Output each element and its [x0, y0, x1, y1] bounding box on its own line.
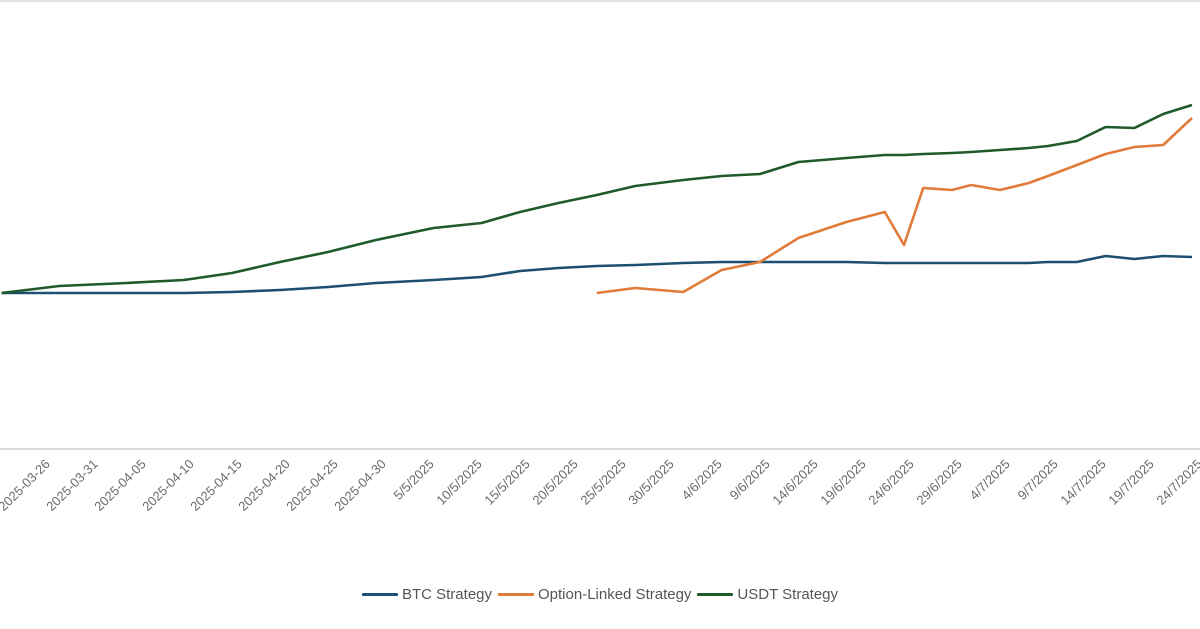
legend-swatch — [697, 593, 734, 596]
legend-item: Option-Linked Strategy — [498, 586, 691, 603]
legend-item: USDT Strategy — [697, 586, 838, 603]
legend-swatch — [361, 593, 398, 596]
x-tick-label: 14/7/2025 — [1057, 456, 1109, 508]
x-tick-label: 15/5/2025 — [481, 456, 533, 508]
series-line-usdt-strategy — [1, 103, 1193, 295]
series-line-btc-strategy — [1, 254, 1193, 295]
legend-label: BTC Strategy — [401, 586, 492, 603]
x-tick-label: 4/6/2025 — [679, 456, 725, 502]
x-tick-label: 2025-04-30 — [331, 456, 389, 514]
x-tick-label: 9/7/2025 — [1015, 456, 1061, 502]
legend: BTC Strategy Option-Linked Strategy USDT S… — [0, 586, 1200, 603]
legend-label: Option-Linked Strategy — [538, 586, 692, 603]
legend-label: USDT Strategy — [737, 586, 839, 603]
legend-item: BTC Strategy — [361, 586, 492, 603]
x-tick-label: 14/6/2025 — [769, 456, 821, 508]
x-tick-label: 5/5/2025 — [391, 456, 437, 502]
x-tick-label: 29/6/2025 — [913, 456, 965, 508]
line-chart: 2025-03-262025-03-312025-04-052025-04-10… — [0, 0, 1200, 514]
series-line-option-linked-strategy — [596, 117, 1193, 295]
x-tick-label: 19/6/2025 — [817, 456, 869, 508]
legend-swatch — [498, 593, 534, 596]
x-tick-label: 25/5/2025 — [577, 456, 629, 508]
x-tick-label: 24/7/2025 — [1153, 456, 1200, 508]
x-tick-label: 10/5/2025 — [433, 456, 485, 508]
x-tick-label: 9/6/2025 — [727, 456, 773, 502]
x-tick-label: 24/6/2025 — [865, 456, 917, 508]
series-lines — [1, 103, 1193, 295]
x-tick-label: 4/7/2025 — [967, 456, 1013, 502]
x-tick-label: 30/5/2025 — [625, 456, 677, 508]
x-tick-label: 19/7/2025 — [1105, 456, 1157, 508]
x-tick-label: 20/5/2025 — [529, 456, 581, 508]
x-axis-ticks: 2025-03-262025-03-312025-04-052025-04-10… — [0, 456, 1200, 514]
